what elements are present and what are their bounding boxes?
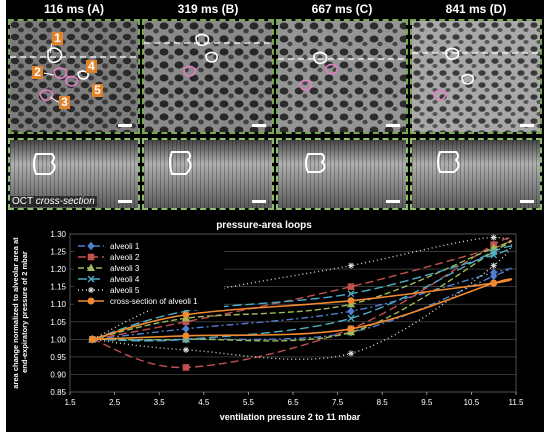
data-point bbox=[347, 262, 354, 269]
x-tick-label: 7.5 bbox=[332, 398, 344, 407]
x-tick-label: 4.5 bbox=[198, 398, 210, 407]
data-point bbox=[347, 290, 355, 298]
microscopy-panel-c bbox=[276, 19, 408, 134]
data-point bbox=[87, 253, 95, 261]
data-point bbox=[347, 306, 355, 316]
oct-scale-bar-c bbox=[386, 200, 400, 203]
y-tick-label: 0.85 bbox=[50, 388, 66, 397]
data-point bbox=[347, 297, 355, 305]
series-line bbox=[92, 240, 513, 342]
chart-svg: pressure-area loops area change normaliz… bbox=[11, 220, 525, 422]
legend-label: cross-section of alveoli 1 bbox=[110, 297, 198, 306]
microscopy-panel-d bbox=[410, 19, 542, 134]
y-tick-label: 0.95 bbox=[50, 353, 66, 362]
legend-entry: alveoli 2 bbox=[78, 253, 140, 262]
x-tick-label: 9.5 bbox=[421, 398, 433, 407]
microscopy-panel-b bbox=[142, 19, 274, 134]
x-tick-label: 8.5 bbox=[377, 398, 389, 407]
alveolus-number-4: 4 bbox=[86, 60, 97, 73]
scale-bar-d bbox=[520, 124, 534, 127]
data-point bbox=[182, 324, 190, 334]
panel-title-a: 116 ms (A) bbox=[43, 2, 105, 16]
data-point bbox=[182, 364, 190, 371]
series-line bbox=[92, 278, 513, 341]
microscopy-panel-a bbox=[8, 19, 140, 134]
data-point bbox=[347, 283, 355, 290]
panel-title-b: 319 ms (B) bbox=[177, 2, 239, 16]
alveolus-number-3: 3 bbox=[59, 96, 70, 109]
legend-label: alveoli 3 bbox=[110, 264, 140, 273]
data-point bbox=[490, 234, 497, 241]
legend-entry: alveoli 4 bbox=[78, 275, 140, 284]
y-tick-label: 1.25 bbox=[50, 248, 66, 257]
panel-title-c: 667 ms (C) bbox=[311, 2, 373, 16]
x-tick-label: 1.5 bbox=[64, 398, 76, 407]
oct-label-prefix: OCT bbox=[12, 196, 33, 207]
y-tick-label: 1.05 bbox=[50, 318, 66, 327]
chart-title: pressure-area loops bbox=[216, 220, 312, 231]
series-line bbox=[92, 245, 513, 342]
x-tick-label: 6.5 bbox=[287, 398, 299, 407]
x-tick-label: 10.5 bbox=[464, 398, 480, 407]
legend-label: alveoli 2 bbox=[110, 253, 140, 262]
oct-panel-c bbox=[276, 138, 408, 210]
panel-title-d: 841 ms (D) bbox=[445, 2, 507, 16]
oct-scale-bar-a bbox=[118, 200, 132, 203]
y-tick-label: 1.20 bbox=[50, 265, 66, 274]
legend-entry: alveoli 5 bbox=[78, 286, 140, 295]
data-point bbox=[490, 279, 498, 287]
legend-entry: cross-section of alveoli 1 bbox=[78, 297, 198, 306]
data-point bbox=[87, 241, 95, 251]
alveolus-number-2: 2 bbox=[32, 66, 43, 79]
figure-frame: 116 ms (A) 319 ms (B) 667 ms (C) 841 ms … bbox=[6, 0, 544, 432]
scale-bar-a bbox=[118, 124, 132, 127]
x-tick-label: 2.5 bbox=[109, 398, 121, 407]
oct-scale-bar-d bbox=[520, 200, 534, 203]
series-6 bbox=[88, 278, 513, 343]
chart-legend: alveoli 1 alveoli 2 alveoli 3 alveoli 4 alve… bbox=[74, 238, 224, 310]
oct-label-italic: cross-section bbox=[35, 196, 95, 207]
data-point bbox=[490, 251, 498, 259]
series-line bbox=[92, 267, 513, 341]
oct-cross-section-label: OCT cross-section bbox=[10, 196, 97, 207]
alveolus-number-1: 1 bbox=[52, 32, 63, 45]
chart-series bbox=[88, 234, 513, 371]
data-point bbox=[182, 311, 190, 319]
x-axis-label: ventilation pressure 2 to 11 mbar bbox=[220, 412, 361, 422]
x-tick-label: 3.5 bbox=[154, 398, 166, 407]
data-point bbox=[347, 325, 355, 333]
legend-entry: alveoli 3 bbox=[78, 263, 140, 273]
data-point bbox=[347, 314, 355, 322]
y-tick-label: 0.90 bbox=[50, 370, 66, 379]
x-tick-label: 11.5 bbox=[509, 398, 525, 407]
y-axis-label: area change normalized to alveolar area … bbox=[11, 235, 29, 388]
data-point bbox=[490, 271, 498, 281]
data-point bbox=[182, 346, 189, 353]
data-point bbox=[88, 335, 96, 343]
data-point bbox=[88, 287, 94, 293]
legend-box bbox=[74, 238, 224, 310]
legend-label: alveoli 4 bbox=[110, 275, 140, 284]
data-point bbox=[182, 332, 190, 340]
x-tick-label: 5.5 bbox=[243, 398, 255, 407]
oct-scale-bar-b bbox=[252, 200, 266, 203]
scale-bar-b bbox=[252, 124, 266, 127]
oct-panel-d bbox=[410, 138, 542, 210]
data-point bbox=[490, 262, 497, 269]
y-tick-label: 1.30 bbox=[50, 230, 66, 239]
data-point bbox=[86, 263, 96, 271]
data-point bbox=[347, 350, 354, 357]
pressure-area-chart: pressure-area loops area change normaliz… bbox=[6, 214, 544, 432]
y-tick-label: 1.00 bbox=[50, 335, 66, 344]
y-tick-label: 1.10 bbox=[50, 300, 66, 309]
data-point bbox=[87, 297, 95, 305]
scale-bar-c bbox=[386, 124, 400, 127]
legend-label: alveoli 1 bbox=[110, 242, 140, 251]
alveolus-number-5: 5 bbox=[92, 84, 103, 97]
legend-entry: alveoli 1 bbox=[78, 241, 140, 251]
y-tick-label: 1.15 bbox=[50, 283, 66, 292]
legend-label: alveoli 5 bbox=[110, 286, 140, 295]
oct-panel-b bbox=[142, 138, 274, 210]
data-point bbox=[87, 275, 95, 283]
